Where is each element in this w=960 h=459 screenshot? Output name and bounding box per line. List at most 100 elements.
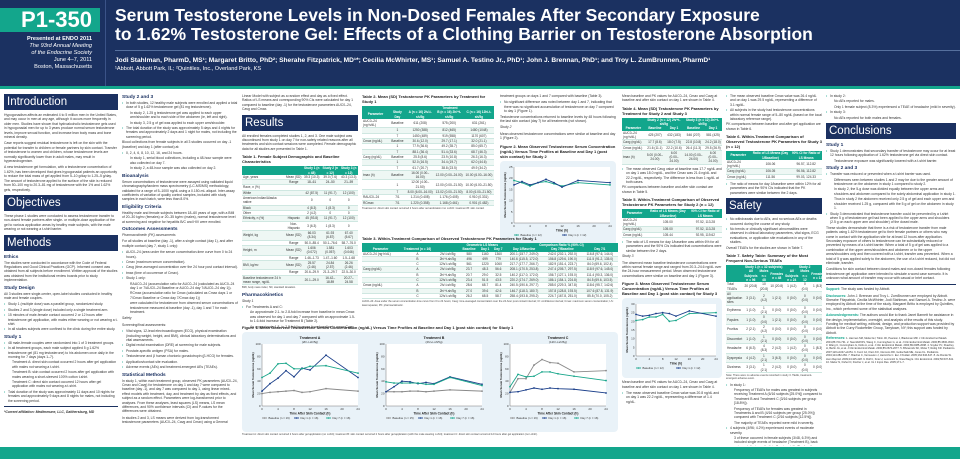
- figure-3-panel: 0 5 10 15 20 25 30 0 4 8 12 16 20 24 Time (h) Mean Seru…: [622, 298, 722, 379]
- table-6-row: Cmax (ng/dL) 111.56 99.03, 124.33: [726, 174, 822, 181]
- data-point: [417, 390, 419, 393]
- data-point: [449, 376, 451, 379]
- conclusions-heading: Conclusions: [826, 123, 956, 140]
- geometric-ls-means-header: Geometric LS Means: [459, 243, 505, 248]
- y-tick-label: 20: [509, 176, 513, 180]
- table-1-row: American Indian/Alaska native 0 0 0: [242, 195, 358, 206]
- data-point: [525, 377, 527, 380]
- table-7-cell: 2 (4.2): [769, 362, 785, 373]
- table-7-note: Note: There were no adverse events recor…: [726, 373, 813, 381]
- data-point: [517, 373, 519, 376]
- meeting-location: Boston, Massachusetts: [34, 64, 92, 70]
- y-tick-label: 0: [633, 354, 635, 358]
- table-7-cell: 1 (8.3): [810, 282, 822, 292]
- table-7-cell: 2 (2.1): [743, 324, 759, 335]
- chart-title: Treatment A: [300, 336, 321, 340]
- table-1-cell: [320, 184, 340, 191]
- col4-paragraph-1: treatment groups on days 1 and 7 compare…: [500, 94, 603, 98]
- x-tick-label: 20: [340, 407, 344, 411]
- table-2-cell: 575 (200): [434, 118, 464, 129]
- data-point: [521, 180, 523, 183]
- table-1-row: Range 18–61 24–50 21–59: [242, 179, 358, 186]
- table-1-cell: Range: [284, 269, 303, 276]
- table-1-cell: 0: [339, 221, 358, 232]
- ethics-subheading: Ethics: [4, 254, 19, 260]
- legend-marker: [515, 233, 518, 236]
- table-5-row: Cmax (ng/dL) 105.44 92.95, 119.62: [622, 232, 722, 239]
- data-point: [541, 388, 543, 391]
- table-1-cell: 1.46–1.73: [302, 255, 321, 261]
- objectives-paragraph: These phase 1 studies were conducted to …: [4, 213, 115, 232]
- meeting-line-1: The 93rd Annual Meeting: [29, 43, 92, 49]
- data-point: [573, 388, 575, 391]
- data-point: [409, 380, 411, 383]
- table-7-row: Erythema 1 (1.0) 1 (2.1) 0 (0.0) 0 (0.0) 0 (0…: [726, 305, 822, 316]
- table-2-cell: tmax (h): [362, 170, 389, 181]
- table-2-cell: 1.176 (0.405): [434, 194, 464, 201]
- table-3-cell: 156.8 (129.6, 190.0): [543, 256, 582, 263]
- introduction-heading: Introduction: [4, 94, 118, 110]
- table-7-cell: 0 (0.0): [769, 324, 785, 335]
- table-7-header-cell: Males n = 12: [799, 269, 811, 283]
- data-point: [655, 312, 657, 315]
- table-3-cell: 1360: [491, 251, 505, 257]
- table-7-cell: 0 (0.0): [784, 353, 800, 364]
- legend-marker: [387, 417, 390, 419]
- table-1-cell: 1.606 (0.072): [302, 245, 321, 256]
- table-2-cell: [362, 159, 389, 166]
- table-3-cell: 496: [459, 256, 479, 263]
- table-7-row: Discomfort 1 (1.0) 1 (2.1) 0 (0.0) 0 (0.0) 0 …: [726, 334, 822, 345]
- data-point: [393, 390, 395, 393]
- comparison-ratio-header: Comparison Ratio % (90% CI): [504, 243, 618, 248]
- table-1-note: BMI, body mass index; SD, standard devia…: [242, 286, 296, 290]
- table-1-cell: 18–61: [302, 179, 321, 186]
- table-1-cell: 42 (87.5): [302, 190, 321, 197]
- column-1: Introduction Hypogonadism affects an est…: [4, 94, 118, 446]
- table-2-cell: 611 (208): [405, 118, 435, 129]
- y-tick-label: 0: [507, 404, 509, 408]
- bioanalysis-paragraph: Serum concentrations of testosterone wer…: [122, 179, 235, 202]
- table-7-cell: 0 (0.0): [799, 282, 811, 292]
- footnote: *Current affiliation: MedImmune, LLC, Ga…: [4, 409, 95, 414]
- table-2-cell: 1.168 (0.461): [434, 200, 464, 206]
- table-3-cell: A: [399, 282, 436, 289]
- intro-paragraph-3: A new testosterone gel formulation, with…: [4, 165, 118, 192]
- table-3-cell: 28.6: [459, 282, 479, 289]
- safety-result-bullet: No withdrawals due to AEs, and no seriou…: [726, 217, 822, 226]
- table-2-cell: 631 (261): [463, 118, 494, 129]
- x-tick-label: 20: [588, 407, 592, 411]
- legend-label: Baseline (n = 12): [643, 366, 664, 370]
- table-7-cell: 0 (0.0): [758, 314, 770, 325]
- figure-1-title: Figure 1. Mean Observed Testosterone Ser…: [242, 325, 514, 330]
- col5-bottom-paragraph: Mean baseline and PK values for AUC0–24,…: [622, 380, 718, 389]
- teae-sub-bullet: The majority of TEAEs reported were mild…: [734, 420, 814, 425]
- data-point: [325, 387, 327, 390]
- conclusion-bullet: Study 3 demonstrated that testosterone t…: [826, 212, 956, 225]
- x-tick-label: 8: [662, 357, 664, 361]
- x-tick-label: 4: [529, 224, 531, 228]
- data-point: [573, 371, 575, 373]
- table-7-cell: 3 (3.1): [743, 291, 759, 306]
- tx-bullet: For Treatments A and C:: [242, 305, 358, 310]
- table-4-cell: 17.7 (8.6): [644, 139, 666, 146]
- data-point: [481, 390, 483, 393]
- table-3-cell: 699: [478, 256, 492, 263]
- table-7-cell: 1 (2.1): [758, 305, 770, 316]
- table-1-row: Ethnicity, n (%) Hispanic 45 (93.8) 11 (91.…: [242, 215, 358, 222]
- data-point: [309, 369, 311, 371]
- table-7-cell: 1 (1.0): [743, 334, 759, 345]
- table-7-cell: 1 (4.2): [784, 343, 800, 354]
- table-1-cell: [242, 221, 285, 232]
- s23-bullet: In both studies, 12 healthy male subject…: [122, 101, 238, 110]
- table-1-header-cell: [242, 166, 285, 175]
- pk-after-paragraph: were calculated for testosterone from ob…: [130, 301, 238, 315]
- table-1-cell: [284, 184, 303, 191]
- blood-paragraph: Blood collections from female subjects i…: [122, 140, 232, 149]
- conclusion-sub-bullet: Testosterone exposure was significantly …: [834, 158, 938, 163]
- table-1-cell: 11 (91.7): [320, 190, 340, 197]
- x-axis-label: Time (h): [556, 228, 568, 232]
- table-2-cell: [362, 127, 389, 134]
- table-1-cell: Weight, kg: [242, 230, 285, 241]
- y-tick-label: 0: [511, 221, 513, 225]
